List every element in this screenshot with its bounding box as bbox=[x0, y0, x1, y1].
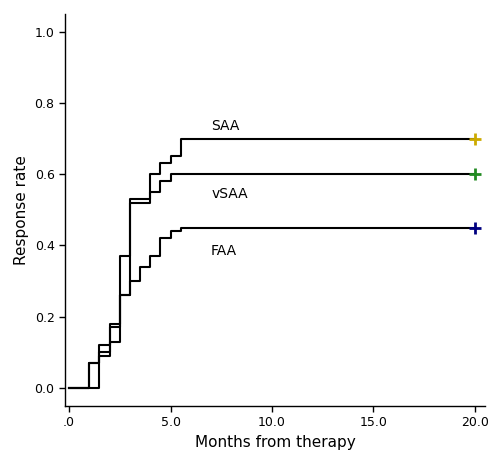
Text: FAA: FAA bbox=[211, 244, 237, 258]
Text: SAA: SAA bbox=[211, 119, 240, 133]
Text: vSAA: vSAA bbox=[211, 187, 248, 201]
Y-axis label: Response rate: Response rate bbox=[14, 155, 29, 265]
X-axis label: Months from therapy: Months from therapy bbox=[194, 435, 356, 449]
